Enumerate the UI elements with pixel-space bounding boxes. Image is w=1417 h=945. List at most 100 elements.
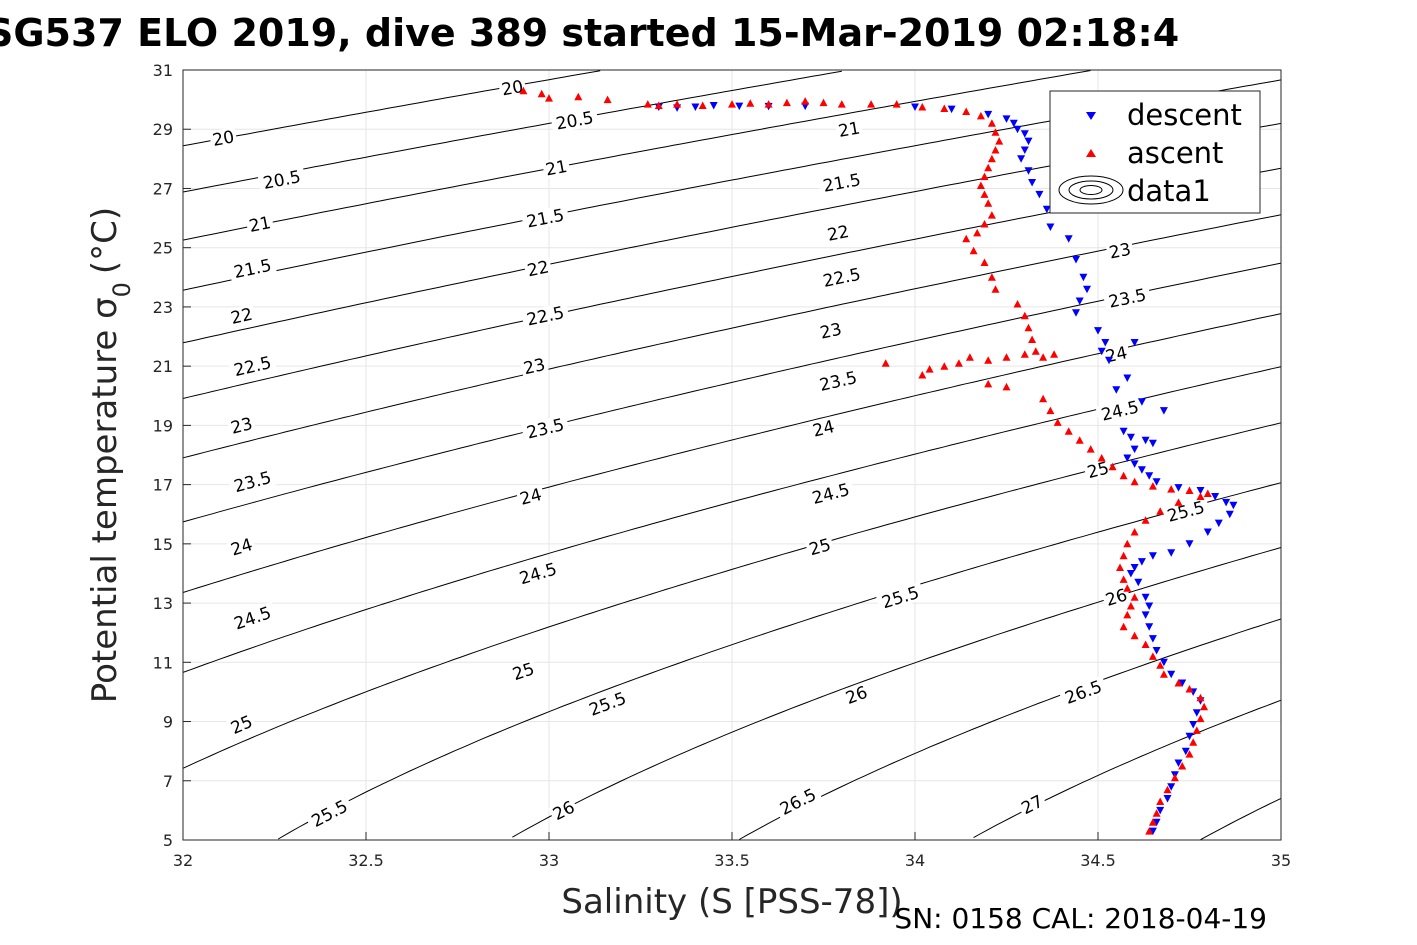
contour-label-background <box>257 166 307 193</box>
contour-label-background <box>226 413 257 438</box>
contour-label-background <box>541 156 571 179</box>
contour-label: 23 <box>1108 240 1133 264</box>
descent-point <box>1137 558 1146 566</box>
descent-point <box>1130 339 1139 347</box>
contour-label-background <box>1161 496 1211 526</box>
contour-label-background <box>834 118 864 141</box>
ascent-point <box>881 359 890 367</box>
y-axis-label-group: Potential temperature σ0 (°C) <box>85 207 136 703</box>
ascent-point <box>519 86 528 95</box>
y-tick-label: 27 <box>153 179 173 198</box>
ascent-point <box>1130 593 1139 601</box>
contour-label-background <box>245 212 275 236</box>
ascent-point <box>1163 785 1172 794</box>
contour-label-background <box>841 681 872 708</box>
legend-ascent-label: ascent <box>1127 136 1223 170</box>
ascent-point <box>643 100 652 108</box>
contour-label-background <box>816 319 846 343</box>
ascent-point <box>976 181 985 189</box>
contour-label-background <box>521 204 570 232</box>
ascent-point <box>980 172 989 181</box>
x-tick-label: 34.5 <box>1080 851 1116 870</box>
descent-point <box>1024 167 1033 175</box>
ascent-point <box>987 154 996 163</box>
ascent-point <box>801 97 810 105</box>
contour-label-background <box>1058 675 1109 709</box>
descent-point <box>1185 732 1194 741</box>
descent-point <box>947 105 956 114</box>
x-tick-label: 33.5 <box>714 851 750 870</box>
ascent-point <box>1156 661 1165 669</box>
ascent-point <box>537 89 546 98</box>
ascent-point <box>1119 622 1128 631</box>
descent-point <box>1094 327 1102 335</box>
legend-contour-icon <box>1058 175 1124 205</box>
contour-label: 22 <box>526 257 551 281</box>
ascent-point <box>1148 818 1157 826</box>
ascent-point <box>940 362 949 370</box>
ascent-point <box>1039 353 1048 361</box>
descent-point <box>1075 297 1084 305</box>
contour-label-background <box>808 416 839 441</box>
ascent-point <box>1053 418 1062 426</box>
descent-point <box>1130 445 1139 454</box>
contour-label: 24 <box>811 417 837 442</box>
contour-label-background <box>875 581 925 613</box>
descent-point <box>1203 528 1212 536</box>
contour-line <box>182 70 601 147</box>
contour-label-background <box>228 352 277 381</box>
ascent-point <box>1020 350 1029 358</box>
ascent-point <box>1126 602 1135 610</box>
ascent-point <box>1020 311 1029 320</box>
ascent-point <box>867 100 876 108</box>
ascent-point <box>1097 454 1106 462</box>
contour-line <box>277 482 1282 840</box>
ascent-point <box>984 163 993 172</box>
legend-descent-marker <box>1086 112 1096 120</box>
y-tick-label: 5 <box>163 831 173 850</box>
ascent-point <box>987 119 996 127</box>
y-axis-label-subscript: 0 <box>108 282 136 297</box>
ascent-point <box>991 285 1000 293</box>
ascent-point <box>954 359 963 367</box>
ascent-point <box>987 211 996 219</box>
ascent-point <box>1148 652 1157 660</box>
descent-point <box>1009 119 1018 128</box>
contour-line <box>182 262 1282 523</box>
contour-label: 23 <box>818 320 843 344</box>
descent-point <box>1013 125 1022 134</box>
ascent-point <box>1203 489 1212 497</box>
contour-label: 20 <box>500 77 525 100</box>
ascent-point <box>545 94 553 102</box>
ascent-point <box>1141 516 1150 524</box>
descent-point <box>1192 709 1201 717</box>
ascent-point <box>1192 726 1201 734</box>
descent-point <box>1148 552 1157 560</box>
y-tick-label: 11 <box>153 653 173 672</box>
contour-label-background <box>523 256 553 280</box>
ascent-point <box>980 220 989 228</box>
descent-point <box>1083 285 1091 294</box>
contour-line <box>1200 797 1282 841</box>
chart-title: SG537 ELO 2019, dive 389 started 15-Mar-… <box>0 11 1179 55</box>
descent-point <box>1196 487 1205 495</box>
ascent-point <box>918 371 927 379</box>
descent-point <box>691 103 700 111</box>
ascent-point <box>962 234 971 243</box>
contour-line <box>512 547 1282 838</box>
ascent-point <box>1002 382 1011 391</box>
descent-point <box>1174 759 1183 767</box>
contour-label-background <box>1102 284 1152 312</box>
descent-point <box>1159 658 1168 667</box>
y-axis-label-main: Potential temperature σ <box>85 297 125 703</box>
ascent-point <box>1002 353 1011 361</box>
x-tick-label: 34 <box>905 851 925 870</box>
y-axis-label: Potential temperature σ0 (°C) <box>85 207 136 703</box>
descent-point <box>1178 679 1187 687</box>
descent-point <box>1152 818 1161 827</box>
y-tick-label: 17 <box>153 476 173 495</box>
descent-point <box>1046 223 1055 231</box>
contour-label-background <box>304 794 354 833</box>
ascent-point <box>987 273 996 281</box>
